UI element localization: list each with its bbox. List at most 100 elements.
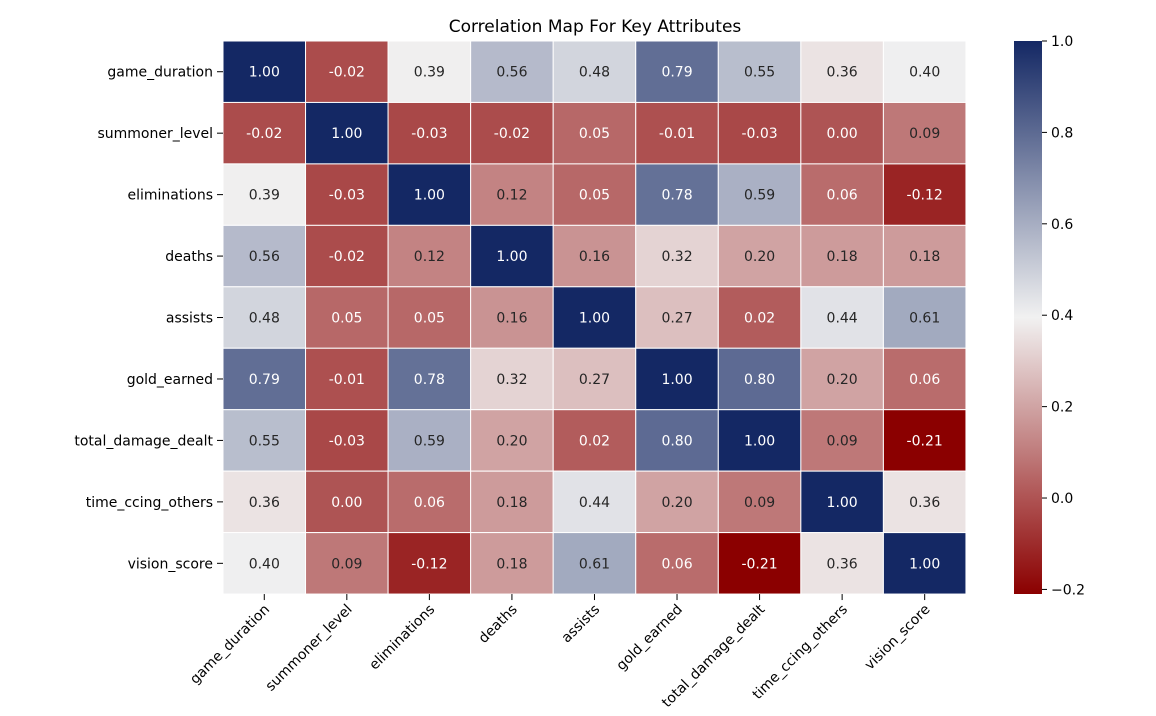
- cell-value-label: 0.09: [744, 495, 775, 511]
- cell-value-label: 0.20: [661, 495, 692, 511]
- cell-value-label: 0.05: [579, 188, 610, 204]
- heatmap-cell: [882, 101, 967, 165]
- cell-value-label: 0.06: [827, 188, 858, 204]
- colorbar-tick-label: 1.0: [1051, 34, 1073, 50]
- cell-value-label: 0.40: [249, 556, 280, 572]
- row-tick-label: summoner_level: [97, 126, 213, 142]
- heatmap-cell: [552, 409, 637, 472]
- cell-value-label: 0.09: [909, 126, 940, 142]
- cell-value-label: -0.03: [329, 188, 365, 204]
- heatmap-cell: [470, 532, 554, 595]
- cell-value-label: 0.02: [579, 433, 610, 449]
- cell-value-label: 0.55: [744, 65, 775, 81]
- colorbar-tick-label: 0.8: [1051, 125, 1073, 141]
- heatmap-cell: [882, 347, 967, 411]
- heatmap-cell: [552, 532, 637, 595]
- cell-value-label: 0.27: [579, 372, 610, 388]
- heatmap-cell: [717, 286, 802, 349]
- cell-value-label: 0.44: [579, 495, 610, 511]
- heatmap-cell: [387, 532, 472, 595]
- cell-value-label: 0.78: [414, 372, 445, 388]
- colorbar-tick-label: 0.0: [1051, 491, 1073, 507]
- heatmap-cell: [717, 532, 802, 595]
- cell-value-label: 0.00: [331, 495, 362, 511]
- heatmap-cell: [882, 470, 967, 534]
- heatmap-cell: [222, 40, 307, 103]
- cell-value-label: -0.02: [494, 126, 530, 142]
- heatmap-cell: [222, 470, 307, 534]
- cell-value-label: 0.05: [331, 311, 362, 327]
- heatmap-cell: [470, 286, 554, 349]
- cell-value-label: 0.56: [496, 65, 527, 81]
- cell-value-label: 0.18: [496, 556, 527, 572]
- cell-value-label: -0.12: [411, 556, 447, 572]
- heatmap-cell: [800, 347, 884, 411]
- cell-value-label: 1.00: [249, 65, 280, 81]
- colorbar: 1.0 0.8 0.6 0.4 0.2 0.0 −0.2: [1014, 34, 1085, 598]
- colorbar-tick-label: 0.6: [1051, 217, 1073, 233]
- cell-value-label: 0.55: [249, 433, 280, 449]
- heatmap-cell: [882, 224, 967, 288]
- heatmap-cell: [305, 163, 389, 226]
- cell-value-label: 0.00: [827, 126, 858, 142]
- cell-value-label: 0.36: [827, 65, 858, 81]
- heatmap-cell: [222, 347, 307, 411]
- cell-value-label: 0.18: [496, 495, 527, 511]
- heatmap-cell: [635, 286, 719, 349]
- cell-value-label: 1.00: [331, 126, 362, 142]
- cell-value-label: 0.06: [414, 495, 445, 511]
- row-tick-label: deaths: [165, 249, 213, 265]
- cell-value-label: 0.36: [827, 556, 858, 572]
- heatmap-cell: [470, 224, 554, 288]
- cell-value-label: -0.21: [907, 433, 943, 449]
- heatmap-cell: [387, 163, 472, 226]
- heatmap-cell: [387, 101, 472, 165]
- cell-value-label: -0.02: [246, 126, 282, 142]
- cell-value-label: 0.20: [496, 433, 527, 449]
- heatmap-cell: [882, 532, 967, 595]
- cell-value-label: 0.20: [744, 249, 775, 265]
- cell-value-label: 0.05: [414, 311, 445, 327]
- heatmap-cell: [470, 470, 554, 534]
- column-tick-label: time_ccing_others: [750, 602, 851, 703]
- cell-value-label: 0.06: [661, 556, 692, 572]
- heatmap-cell: [470, 163, 554, 226]
- cell-value-label: -0.01: [659, 126, 695, 142]
- heatmap-cell: [882, 286, 967, 349]
- heatmap-cell: [552, 470, 637, 534]
- cell-value-label: 0.06: [909, 372, 940, 388]
- cell-value-label: -0.21: [741, 556, 777, 572]
- row-tick-label: total_damage_dealt: [74, 433, 213, 449]
- heatmap-cell: [635, 470, 719, 534]
- cell-value-label: 1.00: [579, 311, 610, 327]
- cell-value-label: 0.16: [579, 249, 610, 265]
- heatmap-cell: [800, 101, 884, 165]
- heatmap-cell: [387, 40, 472, 103]
- cell-value-label: 0.36: [909, 495, 940, 511]
- cell-value-label: -0.03: [741, 126, 777, 142]
- column-tick-label: eliminations: [366, 602, 438, 674]
- row-tick-label: time_ccing_others: [86, 495, 213, 511]
- heatmap-cells: 1.00 -0.02 0.39 0.56 0.48 0.79 0.55 0.36 0.40 -0.…: [222, 40, 967, 595]
- heatmap-cell: [882, 163, 967, 226]
- column-tick-label: deaths: [476, 602, 521, 647]
- heatmap-cell: [387, 470, 472, 534]
- row-tick-label: vision_score: [128, 556, 213, 572]
- heatmap-cell: [222, 532, 307, 595]
- cell-value-label: 0.61: [909, 311, 940, 327]
- heatmap-cell: [717, 409, 802, 472]
- heatmap-cell: [305, 409, 389, 472]
- cell-value-label: 0.02: [744, 311, 775, 327]
- heatmap-cell: [305, 224, 389, 288]
- cell-value-label: 0.12: [414, 249, 445, 265]
- cell-value-label: -0.02: [329, 65, 365, 81]
- heatmap-cell: [800, 224, 884, 288]
- heatmap-cell: [470, 347, 554, 411]
- cell-value-label: 0.18: [827, 249, 858, 265]
- heatmap-cell: [387, 286, 472, 349]
- cell-value-label: 0.32: [661, 249, 692, 265]
- cell-value-label: 0.12: [496, 188, 527, 204]
- cell-value-label: 0.79: [249, 372, 280, 388]
